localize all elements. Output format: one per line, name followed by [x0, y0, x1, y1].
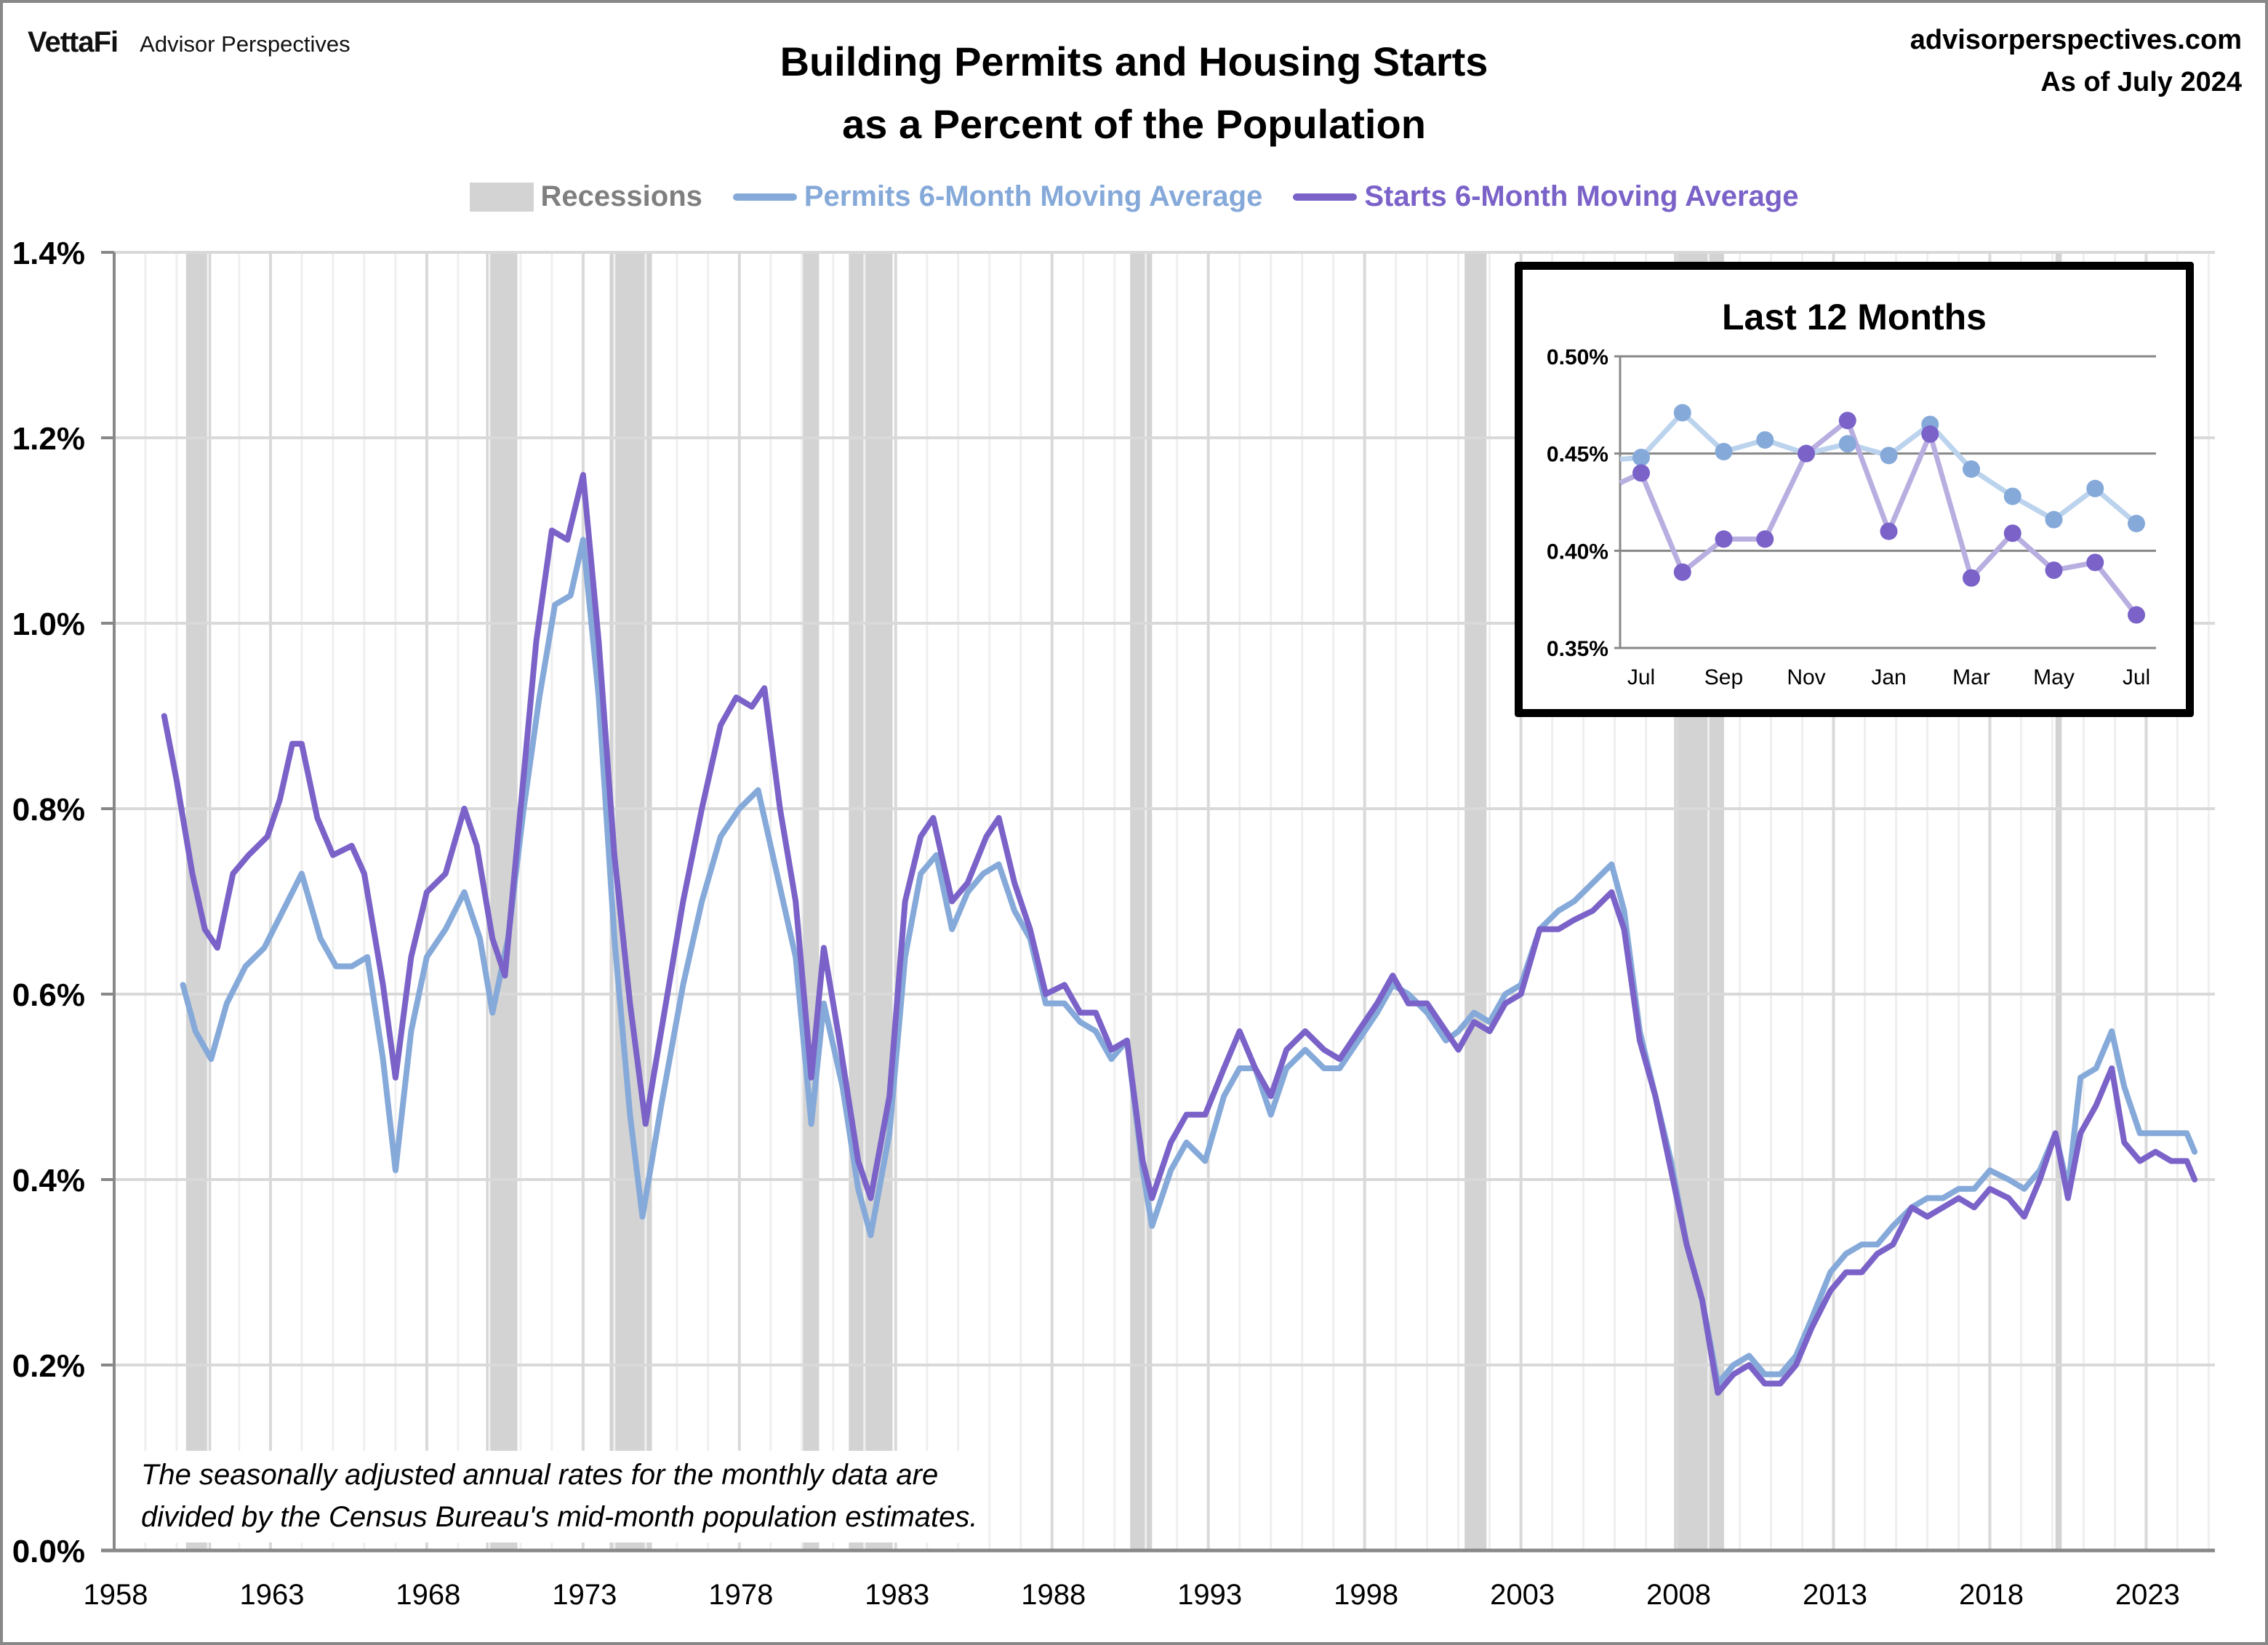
y-tick-label: 1.0% — [12, 607, 85, 642]
brand: VettaFi Advisor Perspectives — [28, 26, 350, 59]
inset-starts-point — [1673, 563, 1691, 581]
inset-starts-point — [1921, 425, 1939, 443]
recession-band — [2055, 252, 2062, 1550]
y-tick-label: 0.6% — [12, 977, 85, 1013]
inset-y-tick-label: 0.45% — [1547, 443, 1608, 467]
inset-y-tick-label: 0.35% — [1547, 637, 1608, 661]
legend-label-recessions: Recessions — [540, 180, 702, 212]
inset-permits-point — [1632, 449, 1650, 467]
inset-permits-point — [1880, 447, 1898, 465]
x-tick-label: 2013 — [1803, 1579, 1867, 1611]
inset-x-tick-label: Mar — [1952, 665, 1990, 689]
x-tick-label: 1958 — [84, 1579, 148, 1611]
x-tick-label: 2023 — [2115, 1579, 2180, 1611]
inset-permits-point — [1963, 460, 1980, 479]
x-tick-label: 1968 — [396, 1579, 460, 1611]
x-tick-label: 1973 — [552, 1579, 617, 1611]
x-tick-label: 2018 — [1959, 1579, 2024, 1611]
x-tick-label: 1988 — [1021, 1579, 1086, 1611]
inset-x-tick-label: Sep — [1704, 665, 1743, 689]
starts-swatch — [1293, 193, 1358, 201]
inset-permits-point — [1673, 404, 1691, 422]
recession-band — [1464, 252, 1487, 1550]
inset-permits-point — [2045, 511, 2063, 529]
y-tick-label: 0.4% — [12, 1163, 85, 1198]
inset-last-12-months: Last 12 Months 0.35% 0.40% 0.45% 0.50% Jul Se… — [1515, 262, 2194, 717]
starts-ma-line — [161, 472, 2198, 1396]
inset-starts-point — [1838, 412, 1856, 430]
inset-starts-line — [1619, 417, 2139, 617]
inset-permits-point — [2086, 479, 2104, 497]
footnote: The seasonally adjusted annual rates for… — [135, 1451, 988, 1542]
inset-starts-point — [2086, 553, 2104, 572]
legend-item-starts: Starts 6-Month Moving Average — [1293, 180, 1798, 213]
inset-starts-point — [2003, 524, 2021, 543]
chart-title: Building Permits and Housing Starts as a… — [0, 31, 2268, 156]
inset-x-tick-label: Nov — [1787, 665, 1825, 689]
recession-band — [801, 252, 820, 1550]
footnote-line1: The seasonally adjusted annual rates for… — [141, 1459, 939, 1491]
recession-swatch — [469, 182, 534, 212]
vettafi-logo: VettaFi — [28, 26, 119, 58]
y-tick-label: 0.8% — [12, 792, 85, 828]
inset-x-tick-label: Jul — [2123, 665, 2150, 689]
x-tick-label: 1993 — [1177, 1579, 1242, 1611]
inset-permits-point — [1715, 442, 1733, 460]
inset-starts-point — [1632, 464, 1650, 482]
recession-band — [849, 252, 893, 1550]
y-tick-label: 0.2% — [12, 1348, 85, 1384]
x-tick-label: 1963 — [239, 1579, 304, 1611]
inset-title: Last 12 Months — [1722, 297, 1987, 337]
inset-x-tick-label: Jul — [1627, 665, 1655, 689]
inset-starts-point — [2128, 606, 2145, 624]
site-url: advisorperspectives.com — [1910, 25, 2242, 55]
inset-permits-point — [1838, 435, 1856, 453]
x-tick-label: 2003 — [1490, 1579, 1555, 1611]
series-lines — [161, 472, 2198, 1396]
y-tick-label: 1.4% — [12, 236, 85, 271]
inset-permits-point — [2128, 514, 2145, 532]
as-of-date: As of July 2024 — [2040, 67, 2242, 97]
y-tick-label: 0.0% — [12, 1534, 85, 1569]
source-info: advisorperspectives.com As of July 2024 — [1910, 19, 2242, 103]
inset-y-tick-label: 0.40% — [1547, 540, 1608, 564]
inset-chart: 0.35% 0.40% 0.45% 0.50% Jul Sep Nov Jan Mar May Ju… — [1547, 345, 2156, 689]
x-tick-label: 1978 — [708, 1579, 773, 1611]
x-tick-label: 2008 — [1646, 1579, 1711, 1611]
legend-label-starts: Starts 6-Month Moving Average — [1364, 180, 1799, 212]
inset-starts-point — [2045, 561, 2063, 580]
inset-starts-point — [1756, 530, 1774, 548]
inset-starts-point — [1798, 444, 1815, 463]
inset-x-tick-label: Jan — [1871, 665, 1906, 689]
inset-permits-point — [2003, 487, 2021, 505]
inset-y-tick-label: 0.50% — [1547, 345, 1608, 369]
legend-item-recessions: Recessions — [469, 180, 702, 213]
legend-label-permits: Permits 6-Month Moving Average — [804, 180, 1263, 212]
inset-starts-point — [1880, 522, 1898, 540]
x-tick-label: 1998 — [1334, 1579, 1398, 1611]
y-tick-label: 1.2% — [12, 421, 85, 457]
recession-band — [1130, 252, 1153, 1550]
axes: 0.0% 0.2% 0.4% 0.6% 0.8% 1.0% 1.2% 1.4% 1958 1963… — [12, 236, 2215, 1611]
inset-x-tick-label: May — [2033, 665, 2075, 689]
footnote-line2: divided by the Census Bureau's mid-month… — [141, 1501, 978, 1533]
legend-item-permits: Permits 6-Month Moving Average — [732, 180, 1263, 213]
inset-starts-point — [1715, 530, 1733, 548]
inset-starts-point — [1963, 569, 1980, 587]
legend: Recessions Permits 6-Month Moving Averag… — [0, 180, 2268, 213]
chart-title-line2: as a Percent of the Population — [842, 101, 1426, 147]
brand-name: Advisor Perspectives — [140, 31, 350, 57]
x-tick-label: 1983 — [865, 1579, 929, 1611]
permits-swatch — [732, 193, 797, 201]
inset-permits-point — [1756, 431, 1774, 449]
chart-title-line1: Building Permits and Housing Starts — [780, 39, 1488, 84]
